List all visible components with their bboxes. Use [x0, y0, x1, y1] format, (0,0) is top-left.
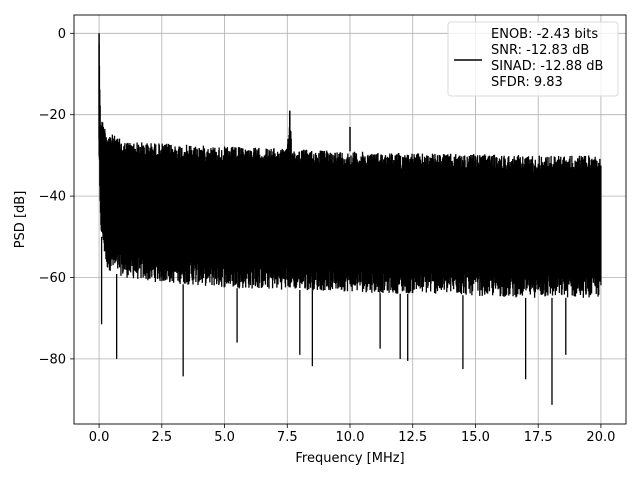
x-tick-label: 20.0: [586, 430, 615, 445]
x-tick-label: 0.0: [89, 430, 110, 445]
y-tick-label: −60: [39, 271, 66, 286]
x-axis-label: Frequency [MHz]: [295, 451, 404, 466]
plot-area: [98, 33, 602, 405]
x-tick-label: 7.5: [277, 430, 298, 445]
y-axis-ticks: 0 −20 −40 −60 −80: [39, 27, 74, 367]
x-tick-label: 17.5: [524, 430, 553, 445]
x-tick-label: 10.0: [336, 430, 365, 445]
legend-entry: SFDR: 9.83: [491, 75, 563, 90]
legend-box: [447, 21, 619, 97]
x-tick-label: 5.0: [214, 430, 235, 445]
y-axis-label: PSD [dB]: [13, 191, 28, 249]
legend-entry: SINAD: -12.88 dB: [491, 59, 603, 74]
x-tick-label: 12.5: [398, 430, 427, 445]
y-tick-label: −40: [39, 190, 66, 205]
legend-entry: SNR: -12.83 dB: [491, 43, 589, 58]
legend-entry: ENOB: -2.43 bits: [491, 27, 598, 42]
psd-trace: [98, 43, 602, 298]
y-tick-label: −20: [39, 108, 66, 123]
x-tick-label: 2.5: [151, 430, 172, 445]
x-tick-label: 15.0: [461, 430, 490, 445]
y-tick-label: 0: [58, 27, 66, 42]
y-tick-label: −80: [39, 352, 66, 367]
x-axis-ticks: 0.0 2.5 5.0 7.5 10.0 12.5 15.0 17.5 20.0: [89, 424, 615, 445]
